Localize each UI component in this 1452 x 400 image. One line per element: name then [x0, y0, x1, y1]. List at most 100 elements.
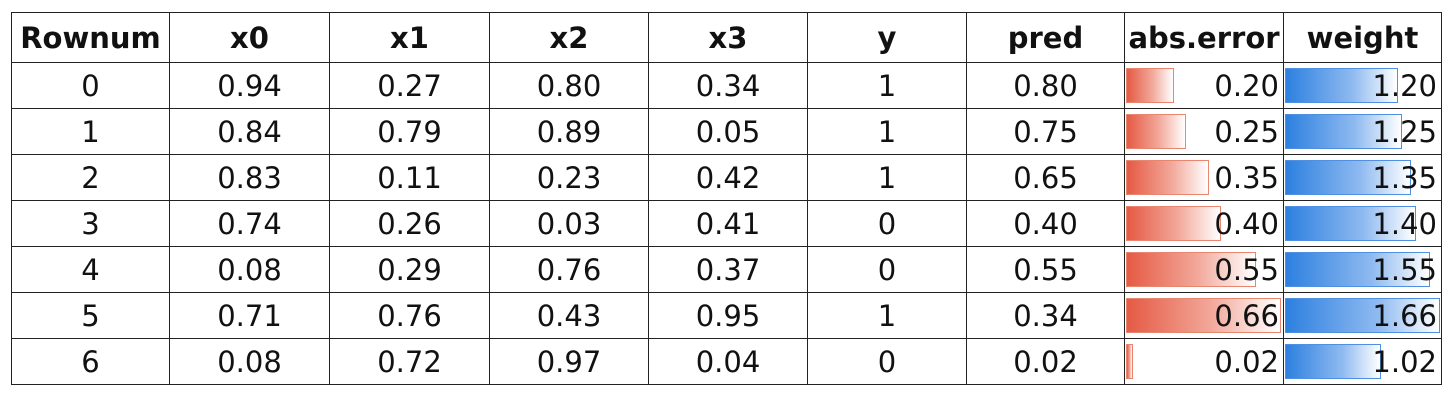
column-header-x1: x1	[329, 12, 490, 63]
abs-error-value: 0.55	[1214, 252, 1279, 287]
cell-x0: 0.08	[169, 246, 330, 293]
cell-x2: 0.23	[489, 154, 649, 201]
weight-value: 1.20	[1372, 68, 1437, 103]
table-row: 2 0.83 0.11 0.23 0.42 1 0.65 0.35 1.35	[11, 154, 1442, 201]
cell-x3: 0.05	[648, 108, 808, 155]
weight-bar	[1285, 252, 1430, 287]
column-header-x2: x2	[489, 12, 649, 63]
cell-x2: 0.43	[489, 292, 649, 339]
abs-error-value: 0.40	[1214, 206, 1279, 241]
cell-y: 0	[807, 338, 967, 385]
weight-value: 1.55	[1372, 252, 1437, 287]
weight-bar	[1285, 298, 1440, 333]
weight-value: 1.66	[1372, 298, 1437, 333]
cell-pred: 0.80	[966, 62, 1125, 109]
cell-x2: 0.03	[489, 200, 649, 247]
column-header-abs-error: abs.error	[1124, 12, 1284, 63]
cell-pred: 0.34	[966, 292, 1125, 339]
table-row: 6 0.08 0.72 0.97 0.04 0 0.02 0.02 1.02	[11, 338, 1442, 385]
cell-x3: 0.42	[648, 154, 808, 201]
header-row: Rownum x0 x1 x2 x3 y pred abs.error weig…	[11, 12, 1442, 63]
cell-x1: 0.26	[329, 200, 490, 247]
weight-bar	[1285, 114, 1403, 149]
table-row: 0 0.94 0.27 0.80 0.34 1 0.80 0.20 1.20	[11, 62, 1442, 109]
abs-error-bar	[1126, 344, 1133, 379]
cell-x3: 0.95	[648, 292, 808, 339]
abs-error-bar	[1126, 206, 1221, 241]
cell-abs-error: 0.02	[1124, 338, 1284, 385]
table-row: 1 0.84 0.79 0.89 0.05 1 0.75 0.25 1.25	[11, 108, 1442, 155]
cell-x3: 0.37	[648, 246, 808, 293]
weight-bar	[1285, 206, 1417, 241]
cell-rownum: 6	[11, 338, 170, 385]
cell-x1: 0.29	[329, 246, 490, 293]
cell-y: 1	[807, 154, 967, 201]
cell-pred: 0.65	[966, 154, 1125, 201]
cell-abs-error: 0.66	[1124, 292, 1284, 339]
cell-x1: 0.27	[329, 62, 490, 109]
cell-abs-error: 0.55	[1124, 246, 1284, 293]
abs-error-value: 0.20	[1214, 68, 1279, 103]
cell-abs-error: 0.25	[1124, 108, 1284, 155]
cell-y: 1	[807, 62, 967, 109]
cell-y: 1	[807, 292, 967, 339]
weight-bar	[1285, 160, 1412, 195]
cell-rownum: 2	[11, 154, 170, 201]
weight-bar	[1285, 344, 1381, 379]
cell-x2: 0.80	[489, 62, 649, 109]
cell-x0: 0.94	[169, 62, 330, 109]
table-row: 4 0.08 0.29 0.76 0.37 0 0.55 0.55 1.55	[11, 246, 1442, 293]
cell-pred: 0.55	[966, 246, 1125, 293]
abs-error-value: 0.66	[1214, 298, 1279, 333]
weight-value: 1.02	[1372, 344, 1437, 379]
cell-weight: 1.66	[1283, 292, 1442, 339]
data-table: Rownum x0 x1 x2 x3 y pred abs.error weig…	[11, 12, 1442, 385]
abs-error-bar	[1126, 252, 1256, 287]
cell-rownum: 3	[11, 200, 170, 247]
cell-rownum: 5	[11, 292, 170, 339]
column-header-pred: pred	[966, 12, 1125, 63]
weight-value: 1.40	[1372, 206, 1437, 241]
cell-y: 0	[807, 246, 967, 293]
cell-x0: 0.08	[169, 338, 330, 385]
cell-weight: 1.02	[1283, 338, 1442, 385]
cell-x2: 0.89	[489, 108, 649, 155]
table-row: 5 0.71 0.76 0.43 0.95 1 0.34 0.66 1.66	[11, 292, 1442, 339]
cell-x0: 0.74	[169, 200, 330, 247]
cell-x0: 0.83	[169, 154, 330, 201]
cell-rownum: 4	[11, 246, 170, 293]
cell-abs-error: 0.35	[1124, 154, 1284, 201]
cell-weight: 1.20	[1283, 62, 1442, 109]
cell-pred: 0.75	[966, 108, 1125, 155]
abs-error-bar	[1126, 68, 1175, 103]
cell-weight: 1.35	[1283, 154, 1442, 201]
cell-abs-error: 0.20	[1124, 62, 1284, 109]
cell-x3: 0.34	[648, 62, 808, 109]
abs-error-bar	[1126, 160, 1210, 195]
weight-bar	[1285, 68, 1398, 103]
weight-value: 1.25	[1372, 114, 1437, 149]
cell-abs-error: 0.40	[1124, 200, 1284, 247]
cell-x1: 0.76	[329, 292, 490, 339]
cell-x1: 0.72	[329, 338, 490, 385]
cell-weight: 1.25	[1283, 108, 1442, 155]
cell-x2: 0.97	[489, 338, 649, 385]
table-row: 3 0.74 0.26 0.03 0.41 0 0.40 0.40 1.40	[11, 200, 1442, 247]
cell-y: 0	[807, 200, 967, 247]
column-header-x3: x3	[648, 12, 808, 63]
abs-error-value: 0.02	[1214, 344, 1279, 379]
data-table-container: Rownum x0 x1 x2 x3 y pred abs.error weig…	[11, 12, 1442, 385]
cell-x1: 0.79	[329, 108, 490, 155]
cell-weight: 1.40	[1283, 200, 1442, 247]
abs-error-bar	[1126, 298, 1281, 333]
cell-x0: 0.71	[169, 292, 330, 339]
cell-weight: 1.55	[1283, 246, 1442, 293]
column-header-x0: x0	[169, 12, 330, 63]
cell-x3: 0.04	[648, 338, 808, 385]
column-header-y: y	[807, 12, 967, 63]
column-header-weight: weight	[1283, 12, 1442, 63]
cell-pred: 0.02	[966, 338, 1125, 385]
table-body: 0 0.94 0.27 0.80 0.34 1 0.80 0.20 1.20 1 0.84 0.79 0…	[11, 62, 1442, 385]
cell-x1: 0.11	[329, 154, 490, 201]
cell-y: 1	[807, 108, 967, 155]
